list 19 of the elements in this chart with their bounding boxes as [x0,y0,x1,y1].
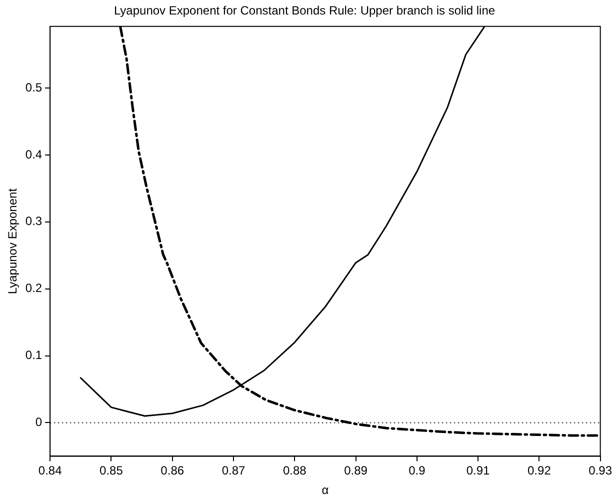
x-tick-label: 0.93 [588,464,612,478]
y-tick-label: 0.3 [25,214,42,228]
y-tick-label: 0.5 [25,80,42,94]
y-tick-label: 0.4 [25,147,42,162]
x-tick-label: 0.9 [408,464,426,478]
y-tick-label: 0.1 [25,348,42,362]
y-tick-label: 0.2 [25,281,42,296]
x-tick-label: 0.84 [38,464,62,478]
y-tick-label: 0 [35,415,42,430]
x-tick-label: 0.91 [466,464,490,478]
x-tick-label: 0.88 [282,464,307,478]
x-tick-label: 0.86 [160,464,184,478]
x-tick-label: 0.89 [344,464,368,478]
x-axis-title: α [322,483,329,498]
x-tick-label: 0.87 [222,464,246,478]
y-axis-title: Lyapunov Exponent [6,188,20,294]
chart-title: Lyapunov Exponent for Constant Bonds Rule: Upper branch is solid line [114,4,496,18]
x-tick-label: 0.92 [528,464,552,478]
x-tick-label: 0.85 [100,464,124,478]
